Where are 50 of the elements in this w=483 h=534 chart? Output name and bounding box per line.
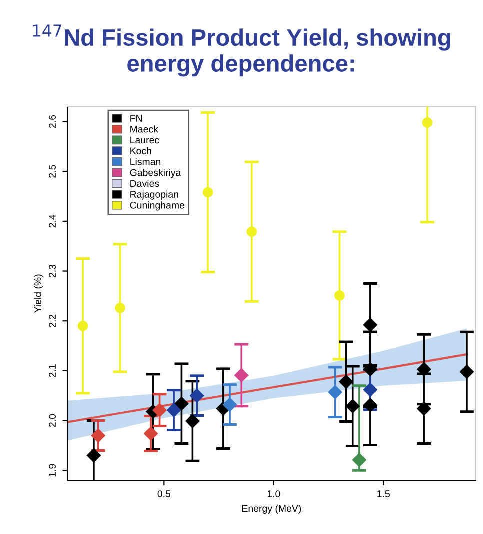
chart-title: $^{147}$Nd Fission Product Yield, showing energy dependence: [33, 24, 450, 77]
y-tick-label: 2.5 [49, 165, 56, 178]
x-tick-label: 0.5 [158, 490, 171, 498]
legend-label: Rajagopian [130, 190, 178, 200]
point [363, 318, 378, 332]
legend-label: Davies [130, 180, 160, 188]
y-axis-title: Yield (%) [34, 274, 44, 314]
point [416, 402, 432, 416]
point [339, 374, 354, 390]
point [334, 290, 345, 301]
point [91, 428, 106, 444]
point [222, 398, 238, 412]
x-tick-label: 1.0 [268, 490, 280, 498]
point [246, 226, 258, 238]
legend-label: FN [130, 115, 142, 122]
y-tick-label: 2.4 [49, 214, 56, 228]
point [166, 403, 182, 418]
y-tick-label: 2.6 [49, 115, 56, 128]
point [185, 414, 200, 429]
legend-label: Koch [130, 147, 152, 155]
point [328, 385, 343, 400]
point [174, 396, 190, 412]
y-tick-label: 2.2 [49, 314, 56, 328]
point [190, 388, 204, 404]
y-tick-label: 2.1 [49, 364, 56, 378]
point [363, 382, 378, 398]
point [346, 399, 360, 414]
y-tick-label: 1.9 [49, 464, 56, 477]
legend-label: Maeck [130, 126, 158, 133]
x-tick-label: 1.5 [378, 490, 390, 498]
line-series [68, 353, 468, 424]
point [460, 364, 474, 380]
point [144, 426, 158, 442]
point [352, 452, 367, 468]
legend-label: Lisman [130, 158, 161, 166]
legend-label: Cuninghame [130, 202, 185, 211]
point [152, 403, 168, 418]
y-tick-label: 2.3 [49, 264, 56, 278]
point [86, 448, 102, 463]
legend-label: Gabeskiriya [130, 169, 182, 178]
point [202, 187, 214, 198]
point [78, 320, 88, 332]
point [234, 368, 249, 383]
y-tick-label: 2.0 [49, 414, 56, 428]
point [422, 118, 433, 128]
x-axis-title: Energy (MeV) [242, 504, 302, 514]
point [363, 398, 378, 413]
legend-label: Laurec [130, 136, 160, 144]
point [115, 303, 126, 314]
point [416, 362, 432, 377]
